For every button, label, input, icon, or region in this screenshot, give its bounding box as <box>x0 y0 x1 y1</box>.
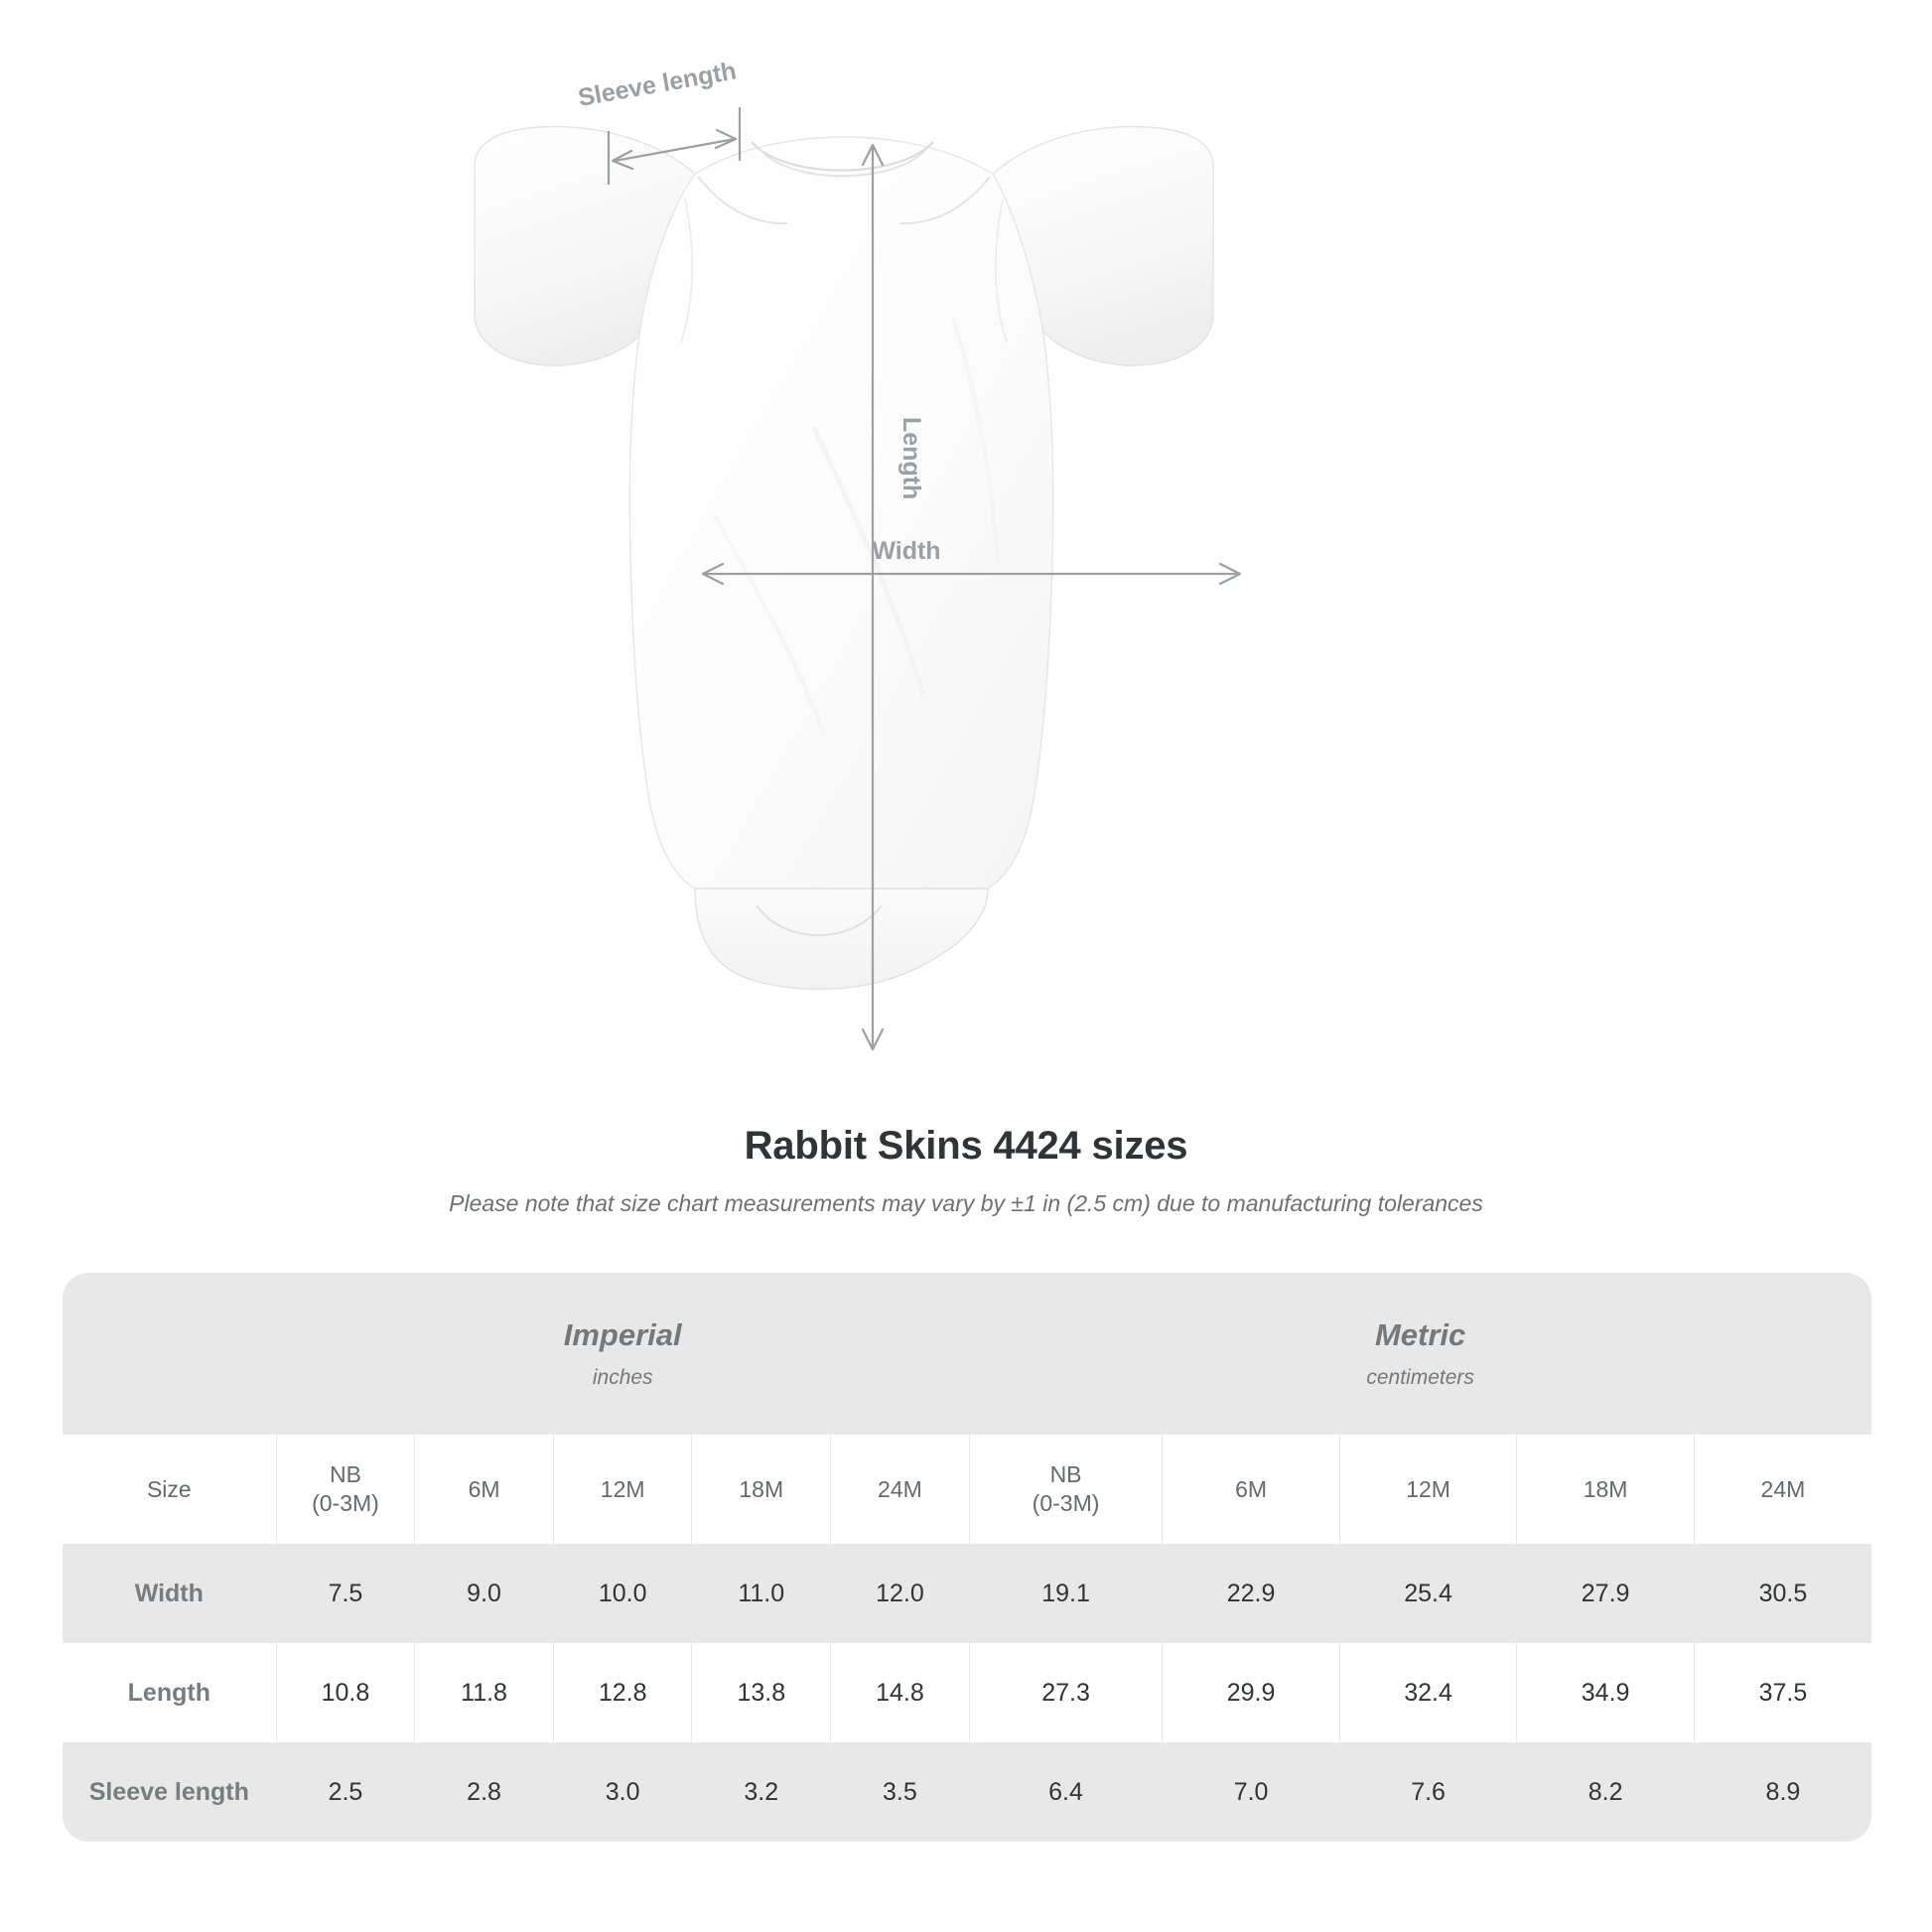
unit-name-metric: Metric <box>1374 1316 1466 1352</box>
header-col-0-line1: NB <box>329 1461 361 1488</box>
cell-sleeve-3: 3.2 <box>691 1742 831 1842</box>
garment-illustration: Sleeve length Length Width <box>474 57 1242 1051</box>
cell-width-7: 25.4 <box>1338 1544 1517 1643</box>
unit-group-metric: Metric centimeters <box>969 1273 1871 1435</box>
sleeve-arrow-left <box>611 149 634 171</box>
cell-length-8: 34.9 <box>1516 1643 1695 1742</box>
length-arrow-top <box>861 143 885 167</box>
size-table-container: Imperial inches Metric centimeters Size … <box>63 1273 1871 1842</box>
unit-spacer-cell <box>63 1273 277 1435</box>
sleeve-length-label: Sleeve length <box>576 57 739 112</box>
unit-group-imperial: Imperial inches <box>276 1273 970 1435</box>
header-col-5-line1: NB <box>1049 1461 1082 1488</box>
cell-sleeve-4: 3.5 <box>830 1742 970 1842</box>
length-label: Length <box>897 417 925 499</box>
heading-block: Rabbit Skins 4424 sizes Please note that… <box>0 1122 1932 1219</box>
cell-sleeve-8: 8.2 <box>1516 1742 1695 1842</box>
cell-sleeve-2: 3.0 <box>552 1742 692 1842</box>
cell-width-5: 19.1 <box>968 1544 1163 1643</box>
unit-sub-imperial: inches <box>592 1366 653 1389</box>
cell-width-4: 12.0 <box>830 1544 970 1643</box>
left-armhole-seam <box>680 198 693 344</box>
width-annotation <box>701 562 1242 586</box>
cell-length-6: 29.9 <box>1162 1643 1340 1742</box>
cell-sleeve-0: 2.5 <box>275 1742 415 1842</box>
header-size-label: Size <box>63 1435 277 1544</box>
cell-sleeve-6: 7.0 <box>1162 1742 1340 1842</box>
header-col-9: 24M <box>1693 1435 1871 1544</box>
column-header-row: Size NB (0-3M) 6M 12M 18M 24M NB (0-3M) … <box>63 1435 1871 1544</box>
cell-sleeve-1: 2.8 <box>414 1742 554 1842</box>
right-sleeve <box>992 125 1214 366</box>
bodysuit-diagram: Sleeve length Length Width <box>474 57 1242 1051</box>
row-label-length: Length <box>63 1643 277 1742</box>
table-row: Length 10.8 11.8 12.8 13.8 14.8 27.3 29.… <box>63 1643 1871 1742</box>
header-col-8: 18M <box>1516 1435 1695 1544</box>
cell-length-7: 32.4 <box>1338 1643 1517 1742</box>
unit-system-row: Imperial inches Metric centimeters <box>63 1273 1871 1435</box>
cell-width-9: 30.5 <box>1693 1544 1871 1643</box>
fabric-fold-3 <box>951 317 1000 567</box>
header-col-5-line2: (0-3M) <box>1032 1490 1100 1516</box>
cell-sleeve-7: 7.6 <box>1338 1742 1517 1842</box>
left-shoulder-seam <box>697 176 788 224</box>
sleeve-measure-line <box>614 137 736 163</box>
right-armhole-seam <box>995 198 1008 344</box>
torso <box>628 136 1054 890</box>
header-col-0-line2: (0-3M) <box>312 1490 379 1516</box>
page-title: Rabbit Skins 4424 sizes <box>744 1124 1188 1168</box>
tolerance-note: Please note that size chart measurements… <box>449 1190 1483 1216</box>
header-col-5: NB (0-3M) <box>968 1435 1163 1544</box>
row-label-sleeve-length: Sleeve length <box>63 1742 277 1842</box>
cell-length-4: 14.8 <box>830 1643 970 1742</box>
cell-width-1: 9.0 <box>414 1544 554 1643</box>
cell-length-9: 37.5 <box>1693 1643 1871 1742</box>
length-arrow-bottom <box>861 1028 885 1051</box>
width-arrow-left <box>701 562 725 586</box>
neckline-outer <box>751 141 934 172</box>
snap-seam <box>756 904 883 936</box>
row-label-width: Width <box>63 1544 277 1643</box>
table-row: Width 7.5 9.0 10.0 11.0 12.0 19.1 22.9 2… <box>63 1544 1871 1643</box>
right-shoulder-seam <box>899 176 991 224</box>
table-row: Sleeve length 2.5 2.8 3.0 3.2 3.5 6.4 7.… <box>63 1742 1871 1842</box>
cell-length-5: 27.3 <box>968 1643 1163 1742</box>
cell-length-0: 10.8 <box>275 1643 415 1742</box>
cell-length-3: 13.8 <box>691 1643 831 1742</box>
cell-length-2: 12.8 <box>552 1643 692 1742</box>
cell-sleeve-5: 6.4 <box>968 1742 1163 1842</box>
cell-length-1: 11.8 <box>414 1643 554 1742</box>
header-col-6: 6M <box>1162 1435 1340 1544</box>
width-label: Width <box>872 537 940 565</box>
cell-width-3: 11.0 <box>691 1544 831 1643</box>
sleeve-arrow-right <box>714 128 738 150</box>
cell-width-0: 7.5 <box>275 1544 415 1643</box>
header-col-3: 18M <box>691 1435 831 1544</box>
garment-shape <box>474 125 1214 990</box>
cell-width-2: 10.0 <box>552 1544 692 1643</box>
neckline-inner <box>759 149 926 178</box>
header-col-0: NB (0-3M) <box>275 1435 415 1544</box>
header-col-1: 6M <box>414 1435 554 1544</box>
header-col-7: 12M <box>1338 1435 1517 1544</box>
width-arrow-right <box>1218 562 1242 586</box>
length-annotation <box>861 143 885 1051</box>
header-col-2: 12M <box>552 1435 692 1544</box>
header-col-4: 24M <box>830 1435 970 1544</box>
cell-width-6: 22.9 <box>1162 1544 1340 1643</box>
sleeve-length-annotation <box>607 107 742 185</box>
cell-sleeve-9: 8.9 <box>1693 1742 1871 1842</box>
fabric-fold-2 <box>713 515 826 736</box>
unit-name-imperial: Imperial <box>563 1316 682 1352</box>
cell-width-8: 27.9 <box>1516 1544 1695 1643</box>
left-sleeve <box>474 125 696 366</box>
size-table: Imperial inches Metric centimeters Size … <box>63 1273 1871 1842</box>
unit-sub-metric: centimeters <box>1366 1366 1474 1389</box>
crotch-panel <box>694 888 989 990</box>
